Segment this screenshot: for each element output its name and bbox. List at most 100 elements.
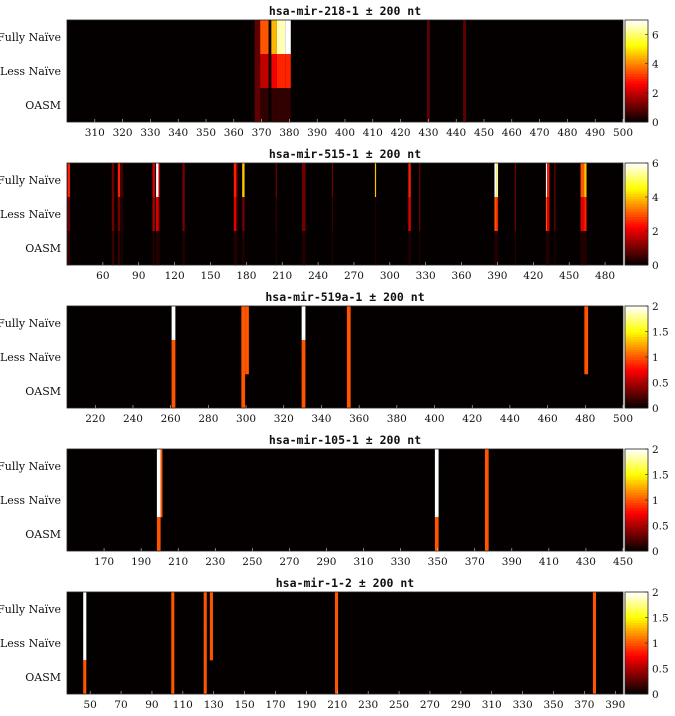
colorbar-segment (625, 620, 648, 623)
colorbar-segment (625, 663, 648, 667)
x-tick-label: 280 (198, 413, 218, 425)
heatmap-cell (580, 197, 585, 232)
x-tick-label: 370 (574, 699, 594, 711)
colorbar-segment (625, 645, 648, 649)
colorbar-segment (625, 650, 648, 654)
heatmap-cell (254, 54, 261, 89)
heatmap-cell (554, 231, 556, 266)
heatmap-cell (233, 197, 237, 232)
x-tick-label: 380 (387, 413, 407, 425)
heatmap-cell (301, 374, 306, 409)
heatmap-background (67, 449, 623, 551)
heatmap-panel: hsa-mir-1-2 ± 200 nt Fully Naïve Less Naïv… (0, 576, 669, 711)
colorbar-segment (625, 515, 648, 519)
colorbar-segment (625, 530, 648, 534)
colorbar-segment (625, 239, 648, 243)
x-tick-label: 390 (502, 556, 522, 568)
colorbar-segment (625, 346, 648, 350)
colorbar-segment (625, 658, 648, 662)
heatmap-cell (160, 483, 163, 518)
x-tick-label: 360 (452, 270, 472, 282)
row-label: OASM (25, 385, 61, 398)
heatmap-cell (547, 231, 550, 266)
heatmap-cell (514, 197, 516, 232)
heatmap-cell (152, 197, 155, 232)
colorbar-segment (625, 201, 648, 205)
colorbar-segment (625, 208, 648, 212)
x-tick-label: 400 (335, 127, 355, 139)
colorbar-segment (625, 321, 648, 325)
colorbar-segment (625, 487, 648, 491)
row-label: Fully Naïve (0, 460, 61, 473)
heatmap-cell (83, 626, 87, 661)
colorbar-segment (625, 617, 648, 621)
heatmap-cell (374, 197, 377, 232)
x-tick-label: 300 (380, 270, 400, 282)
colorbar-segment (625, 653, 648, 657)
colorbar-tick-label: 2 (652, 88, 659, 100)
colorbar-segment (625, 234, 648, 238)
colorbar-tick-label: 0 (652, 689, 659, 701)
colorbar-segment (625, 306, 648, 309)
colorbar-segment (625, 119, 648, 123)
x-tick-label: 370 (252, 127, 272, 139)
heatmap-cell (331, 163, 334, 198)
heatmap-cell (580, 163, 585, 198)
colorbar-segment (625, 224, 648, 228)
colorbar-segment (625, 625, 648, 629)
heatmap-background (67, 20, 623, 122)
colorbar-segment (625, 351, 648, 355)
heatmap-cell (260, 88, 269, 123)
x-tick-label: 270 (344, 270, 364, 282)
heatmap-cell (241, 340, 246, 375)
x-tick-label: 260 (161, 413, 181, 425)
row-label: Less Naïve (0, 494, 61, 507)
colorbar-segment (625, 349, 648, 353)
colorbar-segment (625, 484, 648, 488)
heatmap-cell (484, 517, 489, 552)
x-tick-label: 270 (279, 556, 299, 568)
colorbar-segment (625, 372, 648, 376)
heatmap-cell (434, 517, 439, 552)
x-tick-label: 240 (308, 270, 328, 282)
heatmap-cell (158, 231, 160, 266)
x-tick-label: 180 (236, 270, 256, 282)
x-tick-label: 330 (416, 270, 436, 282)
x-tick-label: 360 (349, 413, 369, 425)
row-label: Less Naïve (0, 637, 61, 650)
heatmap-cell (408, 163, 411, 198)
colorbar-tick-label: 1 (652, 495, 659, 507)
colorbar-segment (625, 512, 648, 516)
row-label: Fully Naïve (0, 31, 61, 44)
colorbar-segment (625, 203, 648, 207)
colorbar-segment (625, 185, 648, 189)
colorbar-segment (625, 88, 648, 92)
heatmap-cell (584, 163, 587, 198)
heatmap-cell (334, 660, 339, 695)
colorbar-segment (625, 214, 648, 217)
x-tick-label: 310 (482, 699, 502, 711)
heatmap-cell (271, 54, 277, 89)
heatmap-cell (275, 197, 277, 232)
heatmap-cell (233, 231, 237, 266)
x-tick-label: 330 (391, 556, 411, 568)
colorbar-tick-label: 1 (652, 352, 659, 364)
heatmap-cell (171, 592, 175, 627)
heatmap-cell (408, 231, 411, 266)
x-tick-label: 390 (487, 270, 507, 282)
x-tick-label: 330 (140, 127, 160, 139)
heatmap-cell (334, 592, 339, 627)
colorbar-tick-label: 2 (652, 226, 659, 238)
colorbar-segment (625, 456, 648, 460)
colorbar-segment (625, 198, 648, 202)
x-tick-label: 500 (613, 413, 633, 425)
colorbar-tick-label: 0 (652, 546, 659, 558)
heatmap-cell (260, 20, 269, 55)
colorbar-segment (625, 655, 648, 659)
heatmap-cell (236, 231, 238, 266)
colorbar-segment (625, 474, 648, 478)
colorbar-segment (625, 604, 648, 608)
colorbar-segment (625, 405, 648, 409)
colorbar-segment (625, 482, 648, 486)
